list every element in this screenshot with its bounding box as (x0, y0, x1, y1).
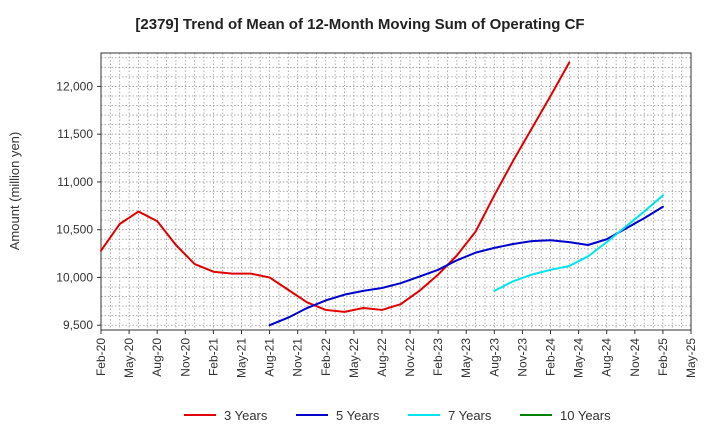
plot-frame (100, 52, 692, 331)
series-line-7-years (493, 194, 664, 292)
x-tick-label: Feb-23 (431, 338, 445, 376)
axes: 9,500 10,000 10,500 11,000 11,500 12,000 Feb-2… (56, 52, 698, 378)
legend-label-5-years: 5 Years (336, 408, 380, 423)
y-tick-label: 11,000 (57, 175, 93, 189)
x-tick-label: May-22 (347, 338, 361, 378)
x-tick-label: Aug-24 (600, 338, 614, 377)
x-tick-label: Feb-24 (544, 338, 558, 376)
legend-label-7-years: 7 Years (448, 408, 492, 423)
x-tick-label: Nov-23 (515, 338, 529, 377)
series-line-5-years (268, 205, 664, 327)
legend: 3 Years 5 Years 7 Years 10 Years (184, 408, 611, 423)
y-tick-label: 12,000 (56, 79, 93, 93)
x-tick-label: Aug-20 (150, 338, 164, 377)
x-tick-label: Aug-22 (375, 338, 389, 377)
x-tick-label: Nov-20 (178, 338, 192, 377)
x-tick-label: Nov-24 (628, 338, 642, 377)
x-tick-label: May-24 (572, 338, 586, 378)
x-tick-label: Aug-21 (263, 338, 277, 377)
x-tick-label: May-23 (459, 338, 473, 378)
series-group (100, 61, 664, 327)
x-tick-label: May-25 (684, 338, 698, 378)
chart-title: [2379] Trend of Mean of 12-Month Moving … (135, 16, 584, 33)
x-tick-label: Aug-23 (487, 338, 501, 377)
y-tick-label: 10,500 (56, 223, 93, 237)
x-tick-label: Nov-22 (403, 338, 417, 377)
x-tick-label: Feb-21 (206, 338, 220, 376)
y-tick-label: 11,500 (57, 127, 93, 141)
grid (100, 53, 692, 330)
series-line-3-years (100, 61, 571, 313)
legend-label-10-years: 10 Years (560, 408, 611, 423)
legend-label-3-years: 3 Years (224, 408, 268, 423)
x-tick-label: Feb-20 (94, 338, 108, 376)
y-tick-label: 10,000 (56, 270, 93, 284)
x-tick-label: Feb-22 (319, 338, 333, 376)
y-axis-label: Amount (million yen) (7, 132, 22, 251)
x-tick-label: May-20 (122, 338, 136, 378)
x-tick-label: May-21 (234, 338, 248, 378)
y-tick-label: 9,500 (63, 318, 93, 332)
x-tick-label: Nov-21 (291, 338, 305, 377)
x-tick-label: Feb-25 (656, 338, 670, 376)
